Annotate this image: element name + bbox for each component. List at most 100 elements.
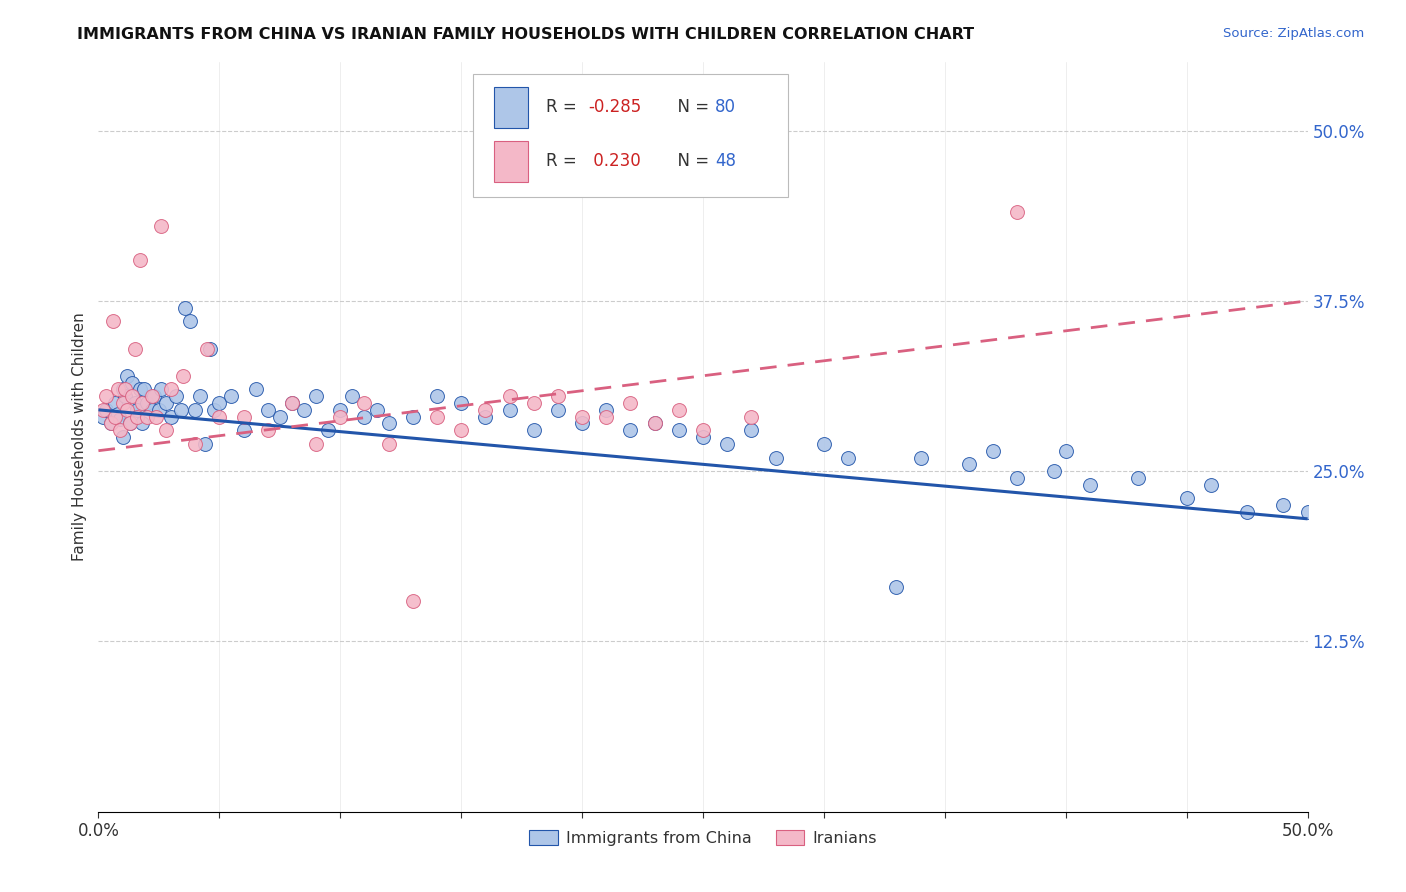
Point — [910, 450, 932, 465]
Point — [221, 389, 243, 403]
Point — [498, 389, 520, 403]
Point — [1128, 471, 1150, 485]
Point — [498, 402, 520, 417]
Point — [450, 396, 472, 410]
Point — [740, 423, 762, 437]
Point — [256, 423, 278, 437]
Point — [329, 402, 352, 417]
Point — [957, 458, 980, 472]
Point — [114, 389, 136, 403]
Point — [619, 396, 641, 410]
FancyBboxPatch shape — [474, 74, 787, 197]
Point — [128, 252, 150, 267]
Point — [204, 402, 226, 417]
Point — [124, 396, 146, 410]
Point — [474, 409, 496, 424]
Text: R =: R = — [546, 98, 582, 116]
Point — [765, 450, 787, 465]
Point — [402, 409, 425, 424]
Point — [1042, 464, 1064, 478]
Text: Source: ZipAtlas.com: Source: ZipAtlas.com — [1223, 27, 1364, 40]
Y-axis label: Family Households with Children: Family Households with Children — [72, 313, 87, 561]
Point — [644, 417, 666, 431]
Point — [571, 409, 593, 424]
Point — [692, 423, 714, 437]
Point — [1272, 498, 1295, 512]
Point — [281, 396, 304, 410]
Point — [194, 437, 217, 451]
Text: -0.285: -0.285 — [588, 98, 641, 116]
Point — [716, 437, 738, 451]
Point — [141, 389, 163, 403]
Point — [353, 396, 375, 410]
Point — [523, 396, 546, 410]
Point — [135, 409, 157, 424]
Point — [1054, 443, 1077, 458]
Point — [1236, 505, 1258, 519]
Point — [547, 402, 569, 417]
Point — [155, 423, 177, 437]
Point — [121, 376, 143, 390]
Text: N =: N = — [666, 153, 714, 170]
Point — [571, 417, 593, 431]
Point — [141, 402, 163, 417]
Point — [668, 402, 690, 417]
Point — [169, 402, 191, 417]
Text: N =: N = — [666, 98, 714, 116]
Point — [402, 593, 425, 607]
Point — [107, 383, 129, 397]
Point — [619, 423, 641, 437]
Point — [111, 430, 134, 444]
Point — [269, 409, 291, 424]
Point — [232, 423, 254, 437]
Point — [426, 409, 449, 424]
Point — [837, 450, 859, 465]
Point — [813, 437, 835, 451]
Point — [135, 396, 157, 410]
Bar — [494, 141, 527, 182]
Point — [104, 396, 127, 410]
Point — [1007, 471, 1029, 485]
Point — [128, 383, 150, 397]
Point — [305, 389, 328, 403]
Point — [165, 389, 187, 403]
Point — [118, 417, 141, 431]
Text: IMMIGRANTS FROM CHINA VS IRANIAN FAMILY HOUSEHOLDS WITH CHILDREN CORRELATION CHA: IMMIGRANTS FROM CHINA VS IRANIAN FAMILY … — [77, 27, 974, 42]
Point — [644, 417, 666, 431]
Point — [145, 409, 167, 424]
Text: 80: 80 — [716, 98, 737, 116]
Point — [886, 580, 908, 594]
Point — [108, 412, 131, 426]
Point — [692, 430, 714, 444]
Point — [118, 417, 141, 431]
Point — [353, 409, 375, 424]
Point — [188, 389, 211, 403]
Point — [1078, 477, 1101, 491]
Point — [117, 402, 139, 417]
Point — [208, 409, 231, 424]
Point — [127, 409, 149, 424]
Point — [104, 409, 127, 424]
Point — [91, 409, 114, 424]
Text: 48: 48 — [716, 153, 737, 170]
Point — [232, 409, 254, 424]
Point — [131, 396, 153, 410]
Point — [426, 389, 449, 403]
Legend: Immigrants from China, Iranians: Immigrants from China, Iranians — [523, 824, 883, 853]
Point — [292, 402, 315, 417]
Point — [668, 423, 690, 437]
Point — [134, 383, 156, 397]
Point — [981, 443, 1004, 458]
Point — [547, 389, 569, 403]
Point — [101, 314, 124, 328]
Point — [184, 437, 207, 451]
Point — [281, 396, 304, 410]
Point — [342, 389, 364, 403]
Point — [208, 396, 231, 410]
Point — [195, 342, 218, 356]
Point — [1199, 477, 1222, 491]
Point — [523, 423, 546, 437]
Point — [1007, 205, 1029, 219]
Point — [474, 402, 496, 417]
Point — [150, 219, 173, 233]
